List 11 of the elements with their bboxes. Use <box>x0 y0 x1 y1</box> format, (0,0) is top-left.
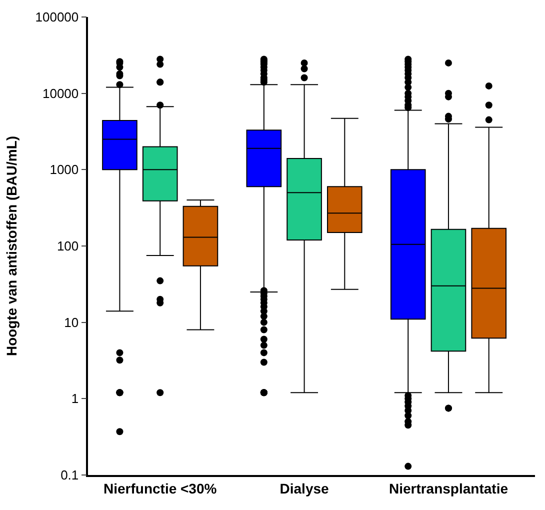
x-tick-label: Dialyse <box>280 480 330 497</box>
x-tick-label: Niertransplantatie <box>388 480 508 497</box>
y-tick-label: 1 <box>71 391 79 406</box>
y-tick-label: 10 <box>64 314 79 330</box>
y-axis-title: Hoogte van antistoffen (BAU/mL) <box>3 136 20 356</box>
y-tick-label: 10000 <box>42 86 79 101</box>
y-tick-label: 100000 <box>35 10 79 25</box>
y-tick-label: 100 <box>56 238 79 254</box>
y-tick-label: 1000 <box>50 162 79 178</box>
x-tick-label: Nierfunctie <30% <box>103 480 218 497</box>
y-tick-label: 0.1 <box>60 468 79 483</box>
